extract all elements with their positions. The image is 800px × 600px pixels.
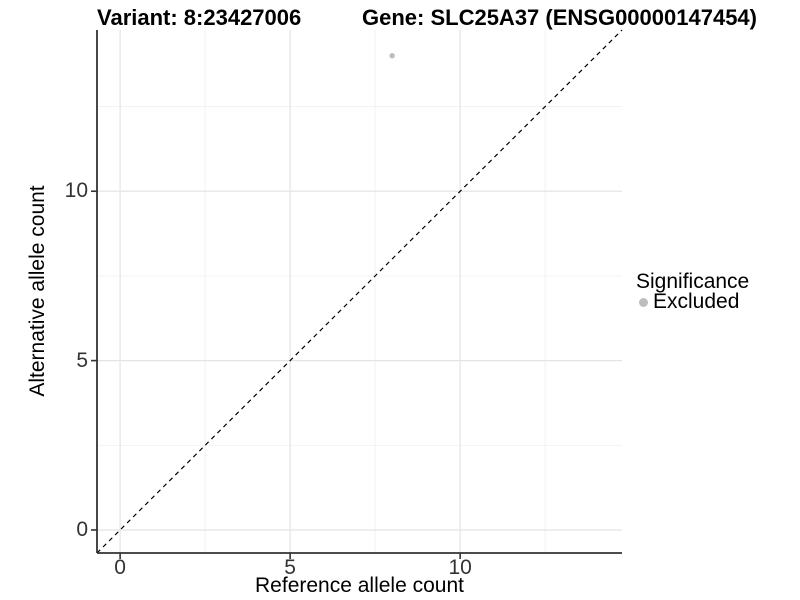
y-tick-label: 10 [64,179,88,203]
y-tick-label: 5 [76,348,88,372]
x-tick-label: 5 [284,556,296,579]
legend-item-excluded: Excluded [636,289,739,315]
y-tick-label: 0 [76,517,88,541]
plot-title-variant: Variant: 8:23427006 [97,5,302,30]
x-tick-label: 10 [448,556,472,579]
plot-panel [91,29,623,559]
identity-line [96,29,623,554]
legend-title: Significance [636,270,750,293]
legend-key-dot-icon [639,297,648,307]
plot-title-gene: Gene: SLC25A37 (ENSG00000147454) [362,5,757,30]
data-point [389,53,395,59]
x-axis-title: Reference allele count [255,574,464,597]
legend-item-label: Excluded [653,290,740,313]
x-tick-label: 0 [114,556,126,579]
